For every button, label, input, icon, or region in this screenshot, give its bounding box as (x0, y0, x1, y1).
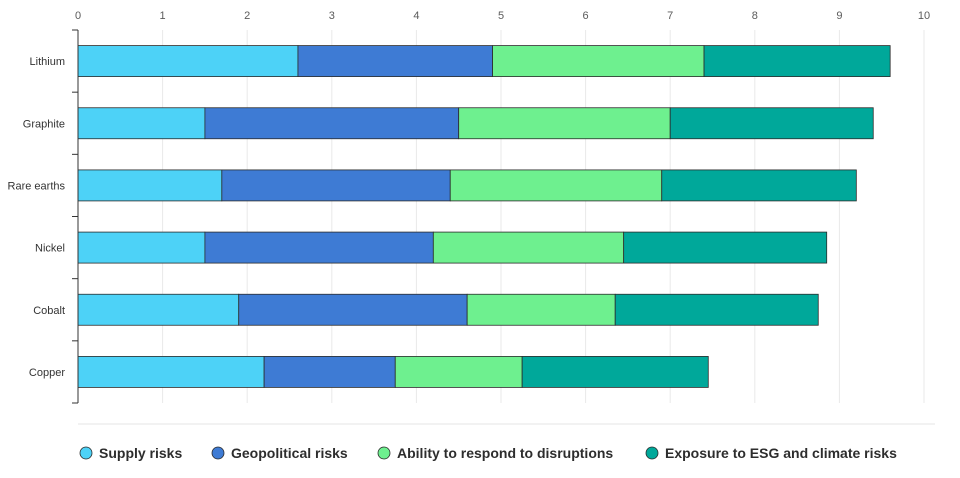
bar-segment-copper-ability-to-respond-to-disruptions (394, 356, 523, 388)
bar-group-nickel (77, 231, 828, 264)
x-tick-label-9: 9 (836, 10, 842, 22)
bar-group-cobalt (77, 293, 819, 326)
bar-segment-lithium-ability-to-respond-to-disruptions (492, 45, 705, 77)
bar-segment-lithium-supply-risks (77, 45, 299, 77)
legend-item-exposure-to-esg-and-climate-risks: Exposure to ESG and climate risks (645, 445, 897, 461)
x-tick-label-6: 6 (583, 10, 589, 22)
legend-marker (211, 446, 225, 460)
legend-label: Exposure to ESG and climate risks (665, 445, 897, 461)
bar-segment-nickel-geopolitical-risks (204, 231, 434, 264)
category-labels: Lithium Graphite Rare earths Nickel Cobalt Co… (8, 56, 66, 379)
bar-segment-graphite-exposure-to-esg-and-climate-risks (669, 107, 874, 140)
legend-marker (79, 446, 93, 460)
bar-group-lithium (77, 45, 891, 77)
bar-segment-cobalt-supply-risks (77, 293, 240, 326)
legend: Supply risks Geopolitical risks Ability to… (79, 445, 897, 461)
legend-marker (645, 446, 659, 460)
x-tick-label-4: 4 (413, 10, 419, 22)
bar-segment-rare-earths-geopolitical-risks (221, 169, 451, 202)
x-tick-label-10: 10 (918, 10, 930, 22)
bar-segment-copper-exposure-to-esg-and-climate-risks (521, 356, 709, 388)
bars (77, 45, 891, 388)
bar-segment-cobalt-exposure-to-esg-and-climate-risks (614, 293, 819, 326)
bar-group-rare-earths (77, 169, 857, 202)
legend-label: Supply risks (99, 445, 182, 461)
bar-segment-graphite-geopolitical-risks (204, 107, 460, 140)
x-tick-label-2: 2 (244, 10, 250, 22)
category-label: Cobalt (33, 305, 65, 317)
x-tick-label-3: 3 (329, 10, 335, 22)
category-label: Nickel (35, 243, 65, 255)
legend-item-supply-risks: Supply risks (79, 445, 182, 461)
legend-item-geopolitical-risks: Geopolitical risks (211, 445, 348, 461)
y-axis (72, 29, 79, 404)
category-label: Lithium (30, 56, 65, 68)
x-tick-label-8: 8 (752, 10, 758, 22)
x-tick-label-1: 1 (160, 10, 166, 22)
x-tick-label-5: 5 (498, 10, 504, 22)
bar-group-graphite (77, 107, 874, 140)
bar-segment-rare-earths-supply-risks (77, 169, 223, 202)
bar-segment-cobalt-geopolitical-risks (238, 293, 468, 326)
x-tick-label-0: 0 (75, 10, 81, 22)
category-label: Copper (29, 367, 65, 379)
legend-marker (377, 446, 391, 460)
bar-segment-rare-earths-exposure-to-esg-and-climate-risks (661, 169, 857, 202)
bar-segment-copper-geopolitical-risks (263, 356, 396, 388)
legend-item-ability-to-respond-to-disruptions: Ability to respond to disruptions (377, 445, 613, 461)
bar-group-copper (77, 356, 709, 388)
grid-lines (77, 30, 925, 403)
bar-segment-copper-supply-risks (77, 356, 265, 388)
bar-segment-nickel-ability-to-respond-to-disruptions (432, 231, 625, 264)
bar-segment-nickel-exposure-to-esg-and-climate-risks (623, 231, 828, 264)
x-tick-label-7: 7 (667, 10, 673, 22)
bar-segment-lithium-exposure-to-esg-and-climate-risks (703, 45, 891, 77)
legend-label: Ability to respond to disruptions (397, 445, 613, 461)
category-label: Graphite (23, 118, 65, 130)
bar-segment-graphite-supply-risks (77, 107, 206, 140)
bar-segment-lithium-geopolitical-risks (297, 45, 493, 77)
category-label: Rare earths (8, 180, 66, 192)
bar-segment-rare-earths-ability-to-respond-to-disruptions (449, 169, 663, 202)
bar-segment-graphite-ability-to-respond-to-disruptions (458, 107, 671, 140)
bar-segment-nickel-supply-risks (77, 231, 206, 264)
legend-label: Geopolitical risks (231, 445, 348, 461)
x-axis-ticks: 0 1 2 3 4 5 6 7 8 9 10 (75, 10, 930, 22)
bar-segment-cobalt-ability-to-respond-to-disruptions (466, 293, 616, 326)
